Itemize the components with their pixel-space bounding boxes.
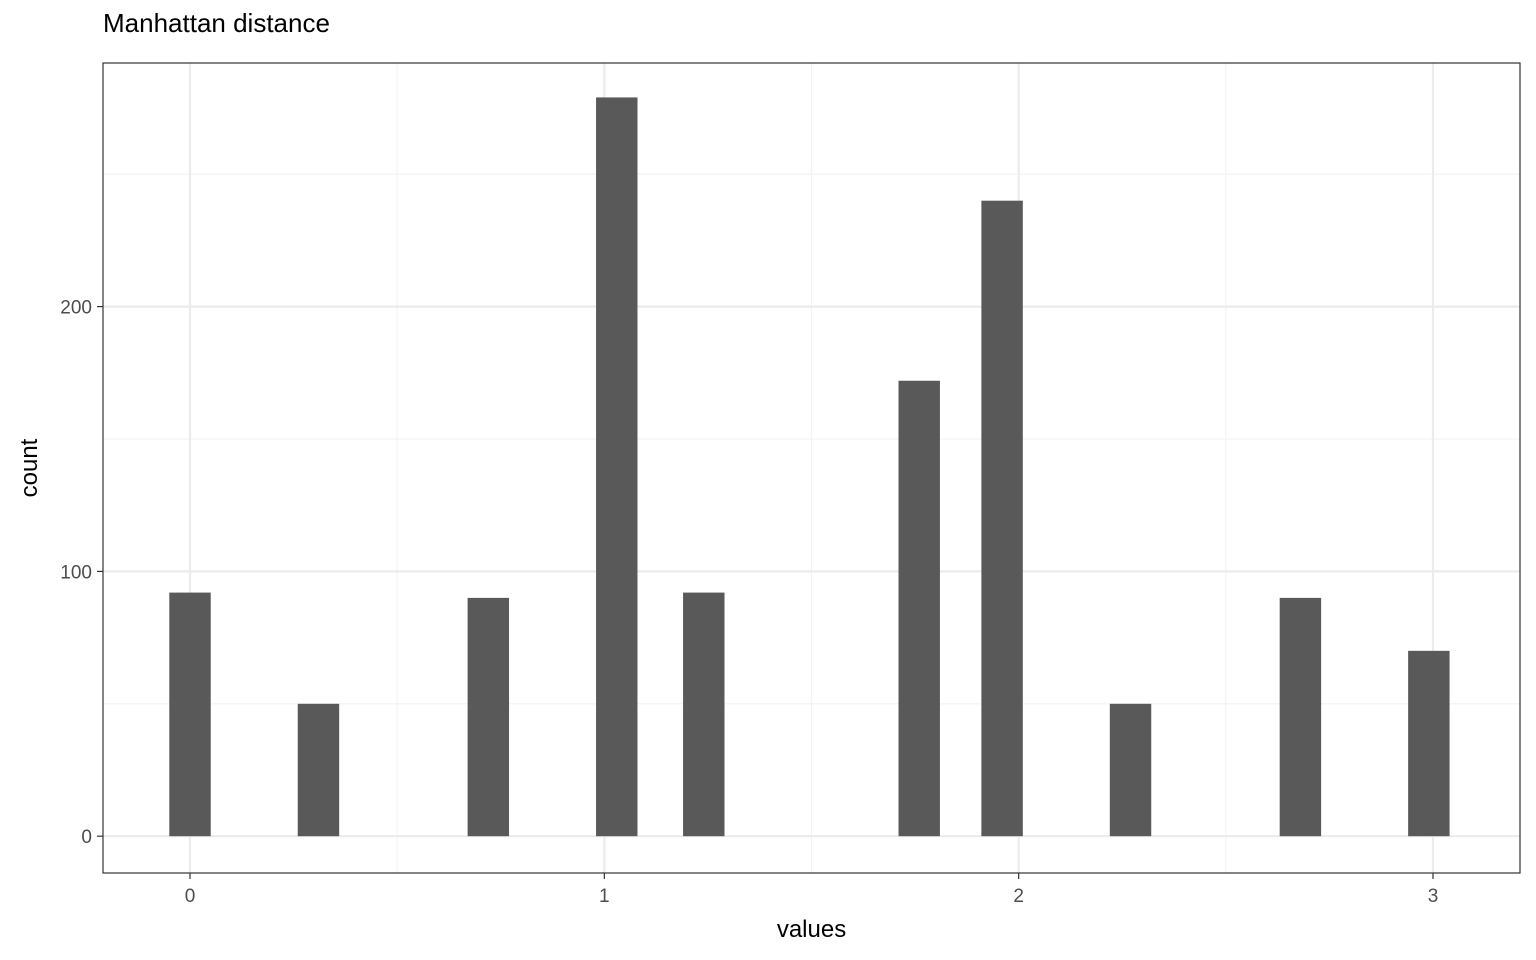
x-tick-label: 1 (599, 886, 610, 907)
y-axis-title: count (16, 438, 43, 497)
x-tick-label: 3 (1428, 886, 1439, 907)
histogram-bar (683, 592, 725, 837)
x-axis-title: values (777, 916, 846, 943)
y-tick-label: 100 (60, 562, 92, 583)
histogram-bar (596, 97, 638, 837)
x-tick-label: 2 (1013, 886, 1024, 907)
panel-border (102, 62, 1521, 874)
histogram-bar (1279, 597, 1322, 837)
histogram-bar (898, 380, 940, 837)
histogram-bar (467, 597, 510, 837)
chart-title: Manhattan distance (103, 8, 330, 38)
histogram-bar (1408, 650, 1450, 837)
y-tick-label: 200 (60, 298, 92, 319)
bars (169, 97, 1450, 837)
histogram-bar (169, 592, 211, 837)
histogram-bar (297, 703, 340, 837)
x-tick-label: 0 (185, 886, 196, 907)
histogram-bar (981, 200, 1023, 837)
axis-ticks: 0 1 2 3 0 100 200 (60, 298, 1438, 907)
histogram-bar (1109, 703, 1152, 837)
y-tick-label: 0 (81, 827, 92, 848)
